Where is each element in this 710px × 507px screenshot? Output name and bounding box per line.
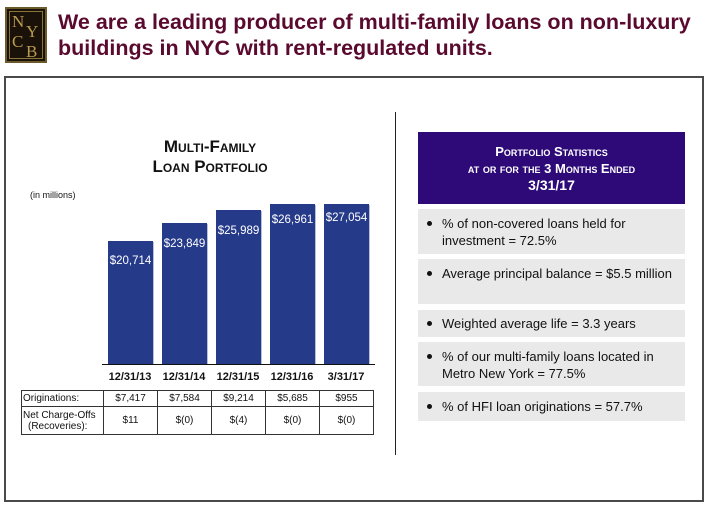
x-tick-label: 12/31/14 [162,371,206,383]
table-cell: $(0) [319,406,374,435]
bar-value-label: $27,054 [325,212,368,224]
slide-title: We are a leading producer of multi-famil… [58,10,691,60]
x-tick-label: 12/31/13 [108,371,152,383]
chart-title: Multi-Family Loan Portfolio [130,137,290,177]
stat-text: % of our multi-family loans located in M… [442,349,654,381]
x-tick-label: 3/31/17 [327,371,365,383]
table-cell: $7,584 [157,390,212,407]
stats-header-line2: at or for the 3 Months Ended [467,161,636,176]
chart-title-line1: Multi-Family [163,137,257,156]
table-row-originations: Originations: $7,417 $7,584 $9,214 $5,68… [21,390,374,407]
table-cell: $(0) [265,406,320,435]
stat-item: Average principal balance = $5.5 million [418,259,685,304]
bar-12-31-15: $25,989 [216,210,261,364]
bullet-icon [427,354,432,359]
stat-item: % of non-covered loans held for investme… [418,209,685,254]
bar-3-31-17: $27,054 [324,204,369,364]
bar-value-label: $20,714 [109,255,152,267]
x-tick-label: 12/31/16 [270,371,314,383]
stat-item: % of HFI loan originations = 57.7% [418,392,685,421]
bar-12-31-16: $26,961 [270,204,315,364]
row-label: Originations: [21,390,104,407]
portfolio-statistics-header: Portfolio Statistics at or for the 3 Mon… [418,132,685,204]
stat-text: Average principal balance = $5.5 million [442,266,672,281]
chart-baseline [102,364,375,365]
stats-header-line1: Portfolio Statistics [495,144,608,159]
logo-letter-c: C [12,32,24,51]
table-row-net-charge-offs: Net Charge-Offs (Recoveries): $11 $(0) $… [21,406,374,435]
stat-text: Weighted average life = 3.3 years [442,316,636,331]
table-cell: $(4) [211,406,266,435]
table-cell: $5,685 [265,390,320,407]
stat-text: % of HFI loan originations = 57.7% [442,399,643,414]
content-frame [4,76,704,502]
bar-value-label: $25,989 [217,225,260,237]
table-cell: $9,214 [211,390,266,407]
stats-header-line3: 3/31/17 [528,177,575,193]
table-cell: $7,417 [103,390,158,407]
vertical-divider [395,112,396,455]
chart-title-line2: Loan Portfolio [152,157,268,176]
stat-item: % of our multi-family loans located in M… [418,342,685,386]
x-tick-label: 12/31/15 [216,371,260,383]
bullet-icon [427,271,432,276]
table-cell: $11 [103,406,158,435]
bar-value-label: $26,961 [271,214,314,226]
units-label: (in millions) [30,190,76,200]
bullet-icon [427,321,432,326]
bullet-icon [427,221,432,226]
stat-item: Weighted average life = 3.3 years [418,310,685,337]
row-label-line2: (Recoveries): [28,420,88,432]
nycb-logo: N Y C B [5,7,47,63]
bar-value-label: $23,849 [163,238,206,250]
originations-table: Originations: $7,417 $7,584 $9,214 $5,68… [21,390,374,435]
table-cell: $(0) [157,406,212,435]
logo-letter-y: Y [26,22,39,41]
row-label-line1: Net Charge-Offs [23,409,96,421]
logo-letter-n: N [12,12,25,31]
bullet-icon [427,404,432,409]
stat-text: % of non-covered loans held for investme… [442,216,626,248]
logo-letter-b: B [26,42,38,61]
table-cell: $955 [319,390,374,407]
bar-12-31-14: $23,849 [162,223,207,364]
bar-12-31-13: $20,714 [108,241,153,364]
row-label: Net Charge-Offs (Recoveries): [21,406,104,435]
